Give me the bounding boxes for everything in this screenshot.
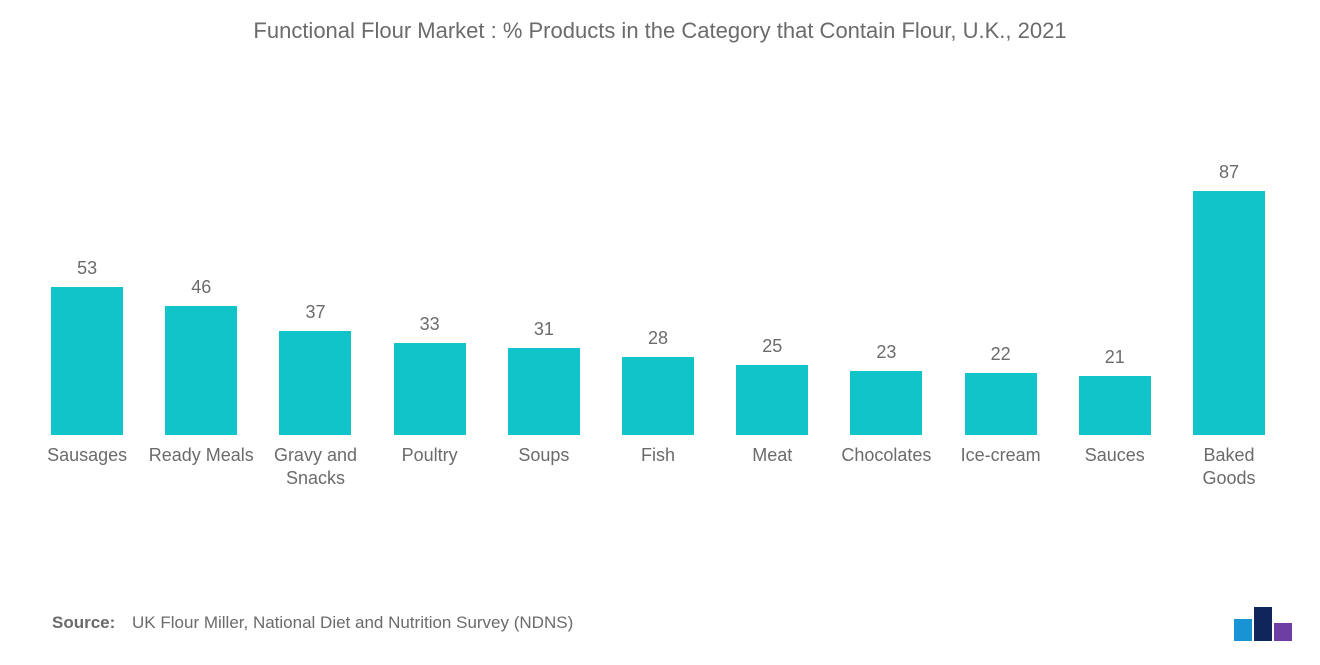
bar-value-label: 31 [534,319,554,340]
category-axis: SausagesReady MealsGravy and SnacksPoult… [30,444,1286,491]
bar-column: 21 [1058,347,1172,435]
bar [850,371,922,435]
bar-column: 53 [30,258,144,435]
bar [965,373,1037,435]
category-label: Ice-cream [944,444,1058,491]
bar [1079,376,1151,435]
bar [279,331,351,435]
category-label: Soups [487,444,601,491]
bar [165,306,237,435]
source-label: Source: [52,613,115,632]
bar-value-label: 21 [1105,347,1125,368]
bar [1193,191,1265,435]
bar [508,348,580,435]
bar-value-label: 23 [876,342,896,363]
bar-value-label: 37 [305,302,325,323]
bar-column: 28 [601,328,715,435]
bar [51,287,123,435]
bar-value-label: 33 [420,314,440,335]
bar-column: 23 [829,342,943,435]
chart-title: Functional Flour Market : % Products in … [0,0,1320,44]
category-label: Chocolat​es [829,444,943,491]
bar-value-label: 28 [648,328,668,349]
bar-value-label: 22 [991,344,1011,365]
bar-chart: 53 46 37 33 31 28 25 23 22 21 87 [30,155,1286,435]
brand-logo [1234,599,1296,641]
category-label: Gravy and Snacks [258,444,372,491]
bar-column: 33 [373,314,487,435]
bar [736,365,808,435]
source-citation: Source: UK Flour Miller, National Diet a… [52,613,573,633]
source-text: UK Flour Miller, National Diet and Nutri… [132,613,573,632]
bar-column: 25 [715,336,829,435]
category-label: Sauces [1058,444,1172,491]
bar [394,343,466,435]
bar-value-label: 46 [191,277,211,298]
bar-column: 87 [1172,162,1286,435]
bar-value-label: 87 [1219,162,1239,183]
bar-value-label: 25 [762,336,782,357]
category-label: Sausages [30,444,144,491]
category-label: Fish [601,444,715,491]
category-label: Meat [715,444,829,491]
bar [622,357,694,435]
category-label: Poultry [373,444,487,491]
bar-column: 37 [258,302,372,435]
bar-column: 46 [144,277,258,435]
bar-column: 22 [944,344,1058,435]
bar-column: 31 [487,319,601,435]
category-label: Ready Meals [144,444,258,491]
category-label: Baked Goods [1172,444,1286,491]
bar-value-label: 53 [77,258,97,279]
